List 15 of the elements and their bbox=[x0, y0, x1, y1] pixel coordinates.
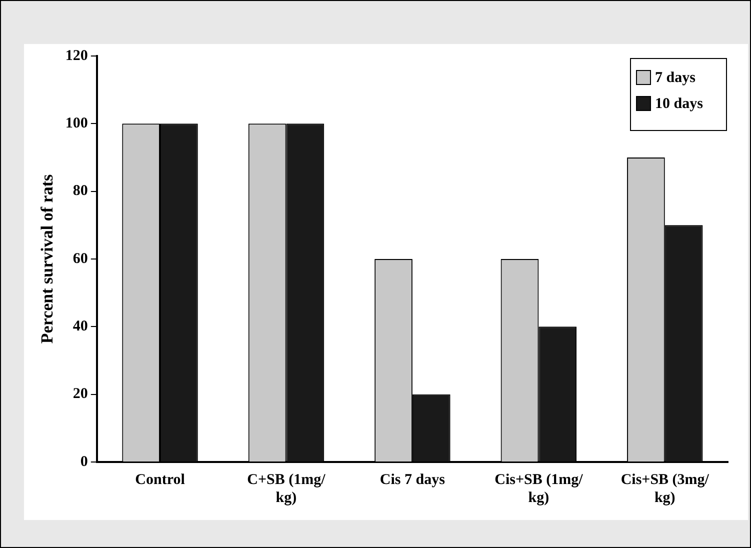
x-tick-label: Cis+SB (3mg/kg) bbox=[620, 472, 710, 506]
y-tick-label: 100 bbox=[65, 116, 88, 132]
x-tick-label: Cis+SB (1mg/kg) bbox=[494, 472, 584, 506]
legend-label: 7 days bbox=[655, 70, 696, 86]
y-tick-label: 120 bbox=[65, 48, 88, 64]
y-tick-label: 20 bbox=[72, 386, 88, 402]
x-tick-label: Cis 7 days bbox=[380, 472, 446, 488]
x-tick-label: Control bbox=[135, 472, 185, 488]
y-tick-label: 40 bbox=[72, 318, 88, 335]
y-tick-label: 60 bbox=[72, 250, 88, 267]
y-tick-label: 0 bbox=[80, 454, 88, 470]
legend-label: 10 days bbox=[655, 96, 704, 112]
x-tick-label: C+SB (1mg/kg) bbox=[247, 472, 326, 506]
y-axis-title: Percent survival of rats bbox=[38, 174, 57, 344]
y-tick-label: 80 bbox=[72, 183, 88, 200]
